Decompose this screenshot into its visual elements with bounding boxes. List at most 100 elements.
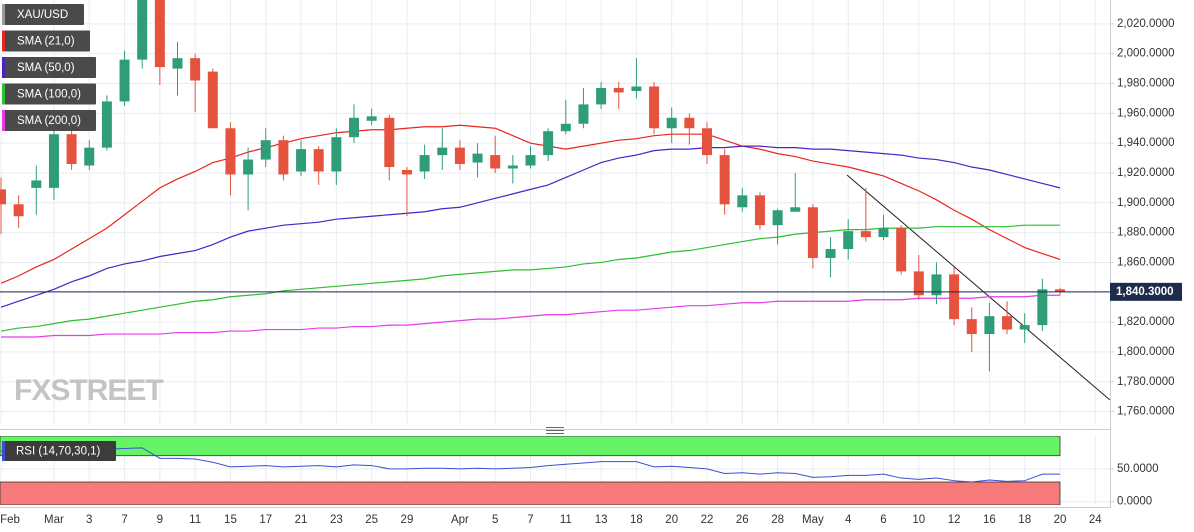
candle-body (154, 0, 165, 68)
legend-label: SMA (21,0) (17, 36, 75, 48)
candle-body (48, 134, 59, 188)
legend-box[interactable] (2, 57, 96, 78)
y-tick-label: 2,020.0000 (1117, 18, 1175, 30)
price-panel (0, 0, 1110, 401)
candle-body (578, 104, 589, 124)
candle-body (666, 117, 677, 129)
candle-body (790, 207, 801, 212)
x-tick-label: 23 (330, 514, 343, 526)
x-tick-label: 20 (1054, 514, 1067, 526)
legend: RSI (14,70,30,1) XAU/USD SMA (21,0) SMA (50… (2, 4, 116, 461)
x-tick-label: 18 (1018, 514, 1031, 526)
candle-body (296, 149, 307, 172)
legend-label: SMA (100,0) (17, 89, 81, 101)
x-tick-label: 4 (845, 514, 852, 526)
x-tick-label: 16 (983, 514, 996, 526)
legend-box[interactable] (2, 83, 96, 105)
x-tick-label: 11 (189, 514, 201, 526)
x-tick-label: Feb (0, 514, 20, 526)
candle-body (913, 271, 924, 296)
x-tick-label: 13 (595, 514, 608, 526)
oversold-band (0, 481, 1061, 505)
candle-body (225, 128, 236, 175)
candle-body (772, 210, 783, 226)
separator-handle[interactable] (546, 427, 564, 434)
current-price-box (1110, 282, 1182, 301)
axes: Feb Mar 3 7 9 11 15 17 21 23 25 29 Apr 5 7 11 13 18 20 22 26… (0, 18, 1182, 526)
candle-body (737, 195, 748, 208)
legend-box[interactable] (2, 30, 90, 52)
sma-line (0, 124, 1061, 284)
candle-body (13, 204, 24, 217)
x-tick-label: 18 (630, 514, 643, 526)
candle-body (172, 58, 183, 69)
candle-body (525, 155, 536, 166)
sma-line (1, 294, 1060, 338)
candle-body (613, 87, 624, 93)
candle-body (472, 153, 483, 163)
candle-body (754, 195, 765, 226)
candle-body (931, 274, 942, 296)
y-tick-label: 1,800.0000 (1117, 346, 1175, 358)
legend-box[interactable] (2, 4, 84, 25)
candle-body (631, 86, 642, 91)
candle-body (437, 147, 448, 156)
candle-body (896, 228, 907, 272)
x-tick-label: 25 (365, 514, 378, 526)
y-tick-label: 0.0000 (1117, 496, 1152, 508)
legend-swatch (2, 4, 5, 25)
x-tick-label: 10 (912, 514, 925, 526)
candle-body (349, 117, 359, 138)
candle-body (560, 123, 571, 132)
candle-body (119, 59, 130, 102)
candle-body (101, 101, 112, 148)
candle-body (207, 71, 218, 129)
candle-body (66, 134, 77, 165)
x-tick-label: 11 (560, 514, 572, 526)
candle-body (401, 170, 412, 175)
x-tick-label: 9 (157, 514, 163, 526)
candle-body (384, 117, 395, 168)
candle-body (1055, 289, 1065, 292)
x-tick-label: 26 (736, 514, 749, 526)
candle-body (878, 228, 889, 238)
y-tick-label: 1,920.0000 (1117, 167, 1175, 179)
current-price-label: 1,840.3000 (1116, 286, 1174, 298)
candle-body (1019, 325, 1030, 330)
candle-body (860, 231, 871, 238)
sma-line (0, 145, 1061, 308)
candle-body (490, 155, 501, 169)
y-tick-label: 1,900.0000 (1117, 197, 1175, 209)
x-tick-label: 15 (224, 514, 237, 526)
candle-body (543, 131, 554, 156)
x-tick-label: 21 (295, 514, 308, 526)
candle-body (260, 140, 271, 160)
rsi-line (0, 447, 1060, 483)
overbought-band (0, 436, 1061, 457)
candle-body (454, 147, 465, 165)
y-tick-label: 2,000.0000 (1117, 48, 1175, 60)
x-tick-label: 24 (1089, 514, 1102, 526)
legend-swatch (2, 83, 5, 105)
candle-body (137, 0, 148, 60)
x-tick-label: Mar (44, 514, 64, 526)
legend-label: SMA (50,0) (17, 62, 75, 74)
x-tick-label: 3 (86, 514, 92, 526)
x-tick-label: Apr (451, 514, 469, 526)
x-tick-label: 20 (665, 514, 678, 526)
legend-label: SMA (200,0) (17, 115, 81, 127)
candle-body (702, 128, 712, 156)
candle-body (596, 87, 607, 105)
candle-body (843, 231, 854, 250)
candle-body (31, 180, 42, 188)
y-tick-label: 1,760.0000 (1117, 406, 1175, 418)
legend-box[interactable] (2, 110, 96, 131)
candle-body (1002, 316, 1013, 330)
candle-body (807, 207, 818, 258)
candle-body (984, 316, 995, 335)
y-tick-label: 1,780.0000 (1117, 376, 1175, 388)
x-tick-label: 12 (948, 514, 961, 526)
x-tick-label: 22 (701, 514, 714, 526)
candle-body (719, 155, 730, 205)
